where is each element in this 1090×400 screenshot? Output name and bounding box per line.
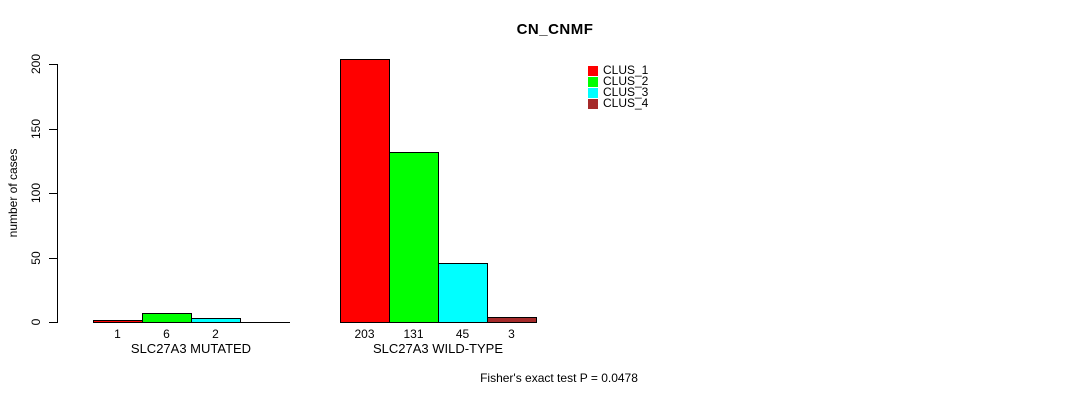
bar-value-label: 203 xyxy=(354,327,375,341)
y-tick-label: 200 xyxy=(29,53,43,75)
legend-label: CLUS_1 xyxy=(603,63,649,77)
bar-clus-1-slc27a3-wild-type xyxy=(340,59,390,323)
y-tick xyxy=(49,64,57,65)
bar-value-label: 1 xyxy=(114,327,121,341)
bar-value-label: 131 xyxy=(403,327,424,341)
legend-label: CLUS_3 xyxy=(603,85,649,99)
bar-clus-4-slc27a3-wild-type xyxy=(487,317,537,323)
legend-swatch-clus-2 xyxy=(588,76,598,87)
bar-value-label: 2 xyxy=(212,327,219,341)
legend-item-clus-1: CLUS_1 xyxy=(588,63,649,77)
legend-item-clus-4: CLUS_4 xyxy=(588,96,649,110)
y-axis-line xyxy=(57,64,58,323)
category-label-slc27a3-mutated: SLC27A3 MUTATED xyxy=(130,341,252,356)
category-label-slc27a3-wild-type: SLC27A3 WILD-TYPE xyxy=(372,341,504,356)
bar-clus-3-slc27a3-wild-type xyxy=(438,263,488,323)
bar-clus-3-slc27a3-mutated xyxy=(191,318,241,323)
legend-item-clus-3: CLUS_3 xyxy=(588,85,649,99)
fisher-test-annotation: Fisher's exact test P = 0.0478 xyxy=(480,371,638,385)
bar-value-label: 6 xyxy=(163,327,170,341)
legend-swatch-clus-3 xyxy=(588,87,598,98)
y-tick-label: 50 xyxy=(29,251,43,265)
bar-clus-2-slc27a3-mutated xyxy=(142,313,192,323)
bar-value-label: 3 xyxy=(508,327,515,341)
legend-label: CLUS_2 xyxy=(603,74,649,88)
bar-value-label: 45 xyxy=(455,327,470,341)
legend-item-clus-2: CLUS_2 xyxy=(588,74,649,88)
y-axis-label: number of cases xyxy=(6,148,20,238)
legend-label: CLUS_4 xyxy=(603,96,649,110)
y-tick xyxy=(49,258,57,259)
y-tick xyxy=(49,193,57,194)
y-tick xyxy=(49,129,57,130)
legend-swatch-clus-4 xyxy=(588,98,598,109)
y-tick xyxy=(49,322,57,323)
bar-clus-2-slc27a3-wild-type xyxy=(389,152,439,323)
legend: CLUS_1 CLUS_2 CLUS_3 CLUS_4 xyxy=(588,63,649,110)
y-tick-label: 150 xyxy=(29,118,43,140)
y-tick-label: 100 xyxy=(29,182,43,204)
chart-title: CN_CNMF xyxy=(516,21,594,38)
legend-swatch-clus-1 xyxy=(588,65,598,76)
bar-clus-1-slc27a3-mutated xyxy=(93,320,143,323)
